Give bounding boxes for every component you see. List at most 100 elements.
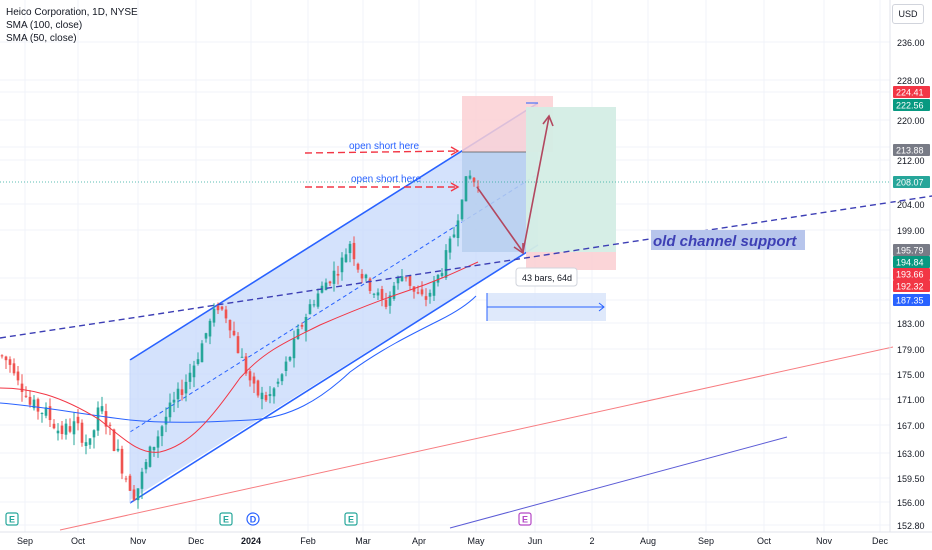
candle-body [32,399,36,409]
projection-arrowhead-up [542,114,554,127]
time-axis-tick: May [467,536,485,546]
earnings-marker: E [9,515,15,525]
candle-body [336,273,340,276]
candle-body [136,488,140,501]
candle-body [116,448,120,451]
candle-body [188,372,192,382]
dividend-marker-bg [246,512,260,526]
candle-body [356,263,360,270]
candle-body [244,356,248,374]
price-label-bg [893,86,930,98]
time-axis-tick: Dec [872,536,889,546]
candle-body [296,329,300,340]
price-axis-tick: 199.00 [897,226,925,236]
time-axis-tick: Oct [757,536,772,546]
candle-body [72,421,76,435]
earnings-marker-bg [518,512,532,526]
price-label: 208.07 [896,178,924,188]
candle-body [44,407,48,416]
time-axis-tick: 2024 [241,536,261,546]
sma50-line [0,261,479,453]
time-axis-tick: Oct [71,536,86,546]
candle-body [400,276,404,282]
legend-sma50[interactable]: SMA (50, close) [6,33,77,44]
candle-body [88,438,92,445]
earnings-marker: E [522,515,528,525]
candle-body [460,199,464,220]
candle-body [428,292,432,297]
candle-body [40,413,44,415]
price-axis-tick: 159.50 [897,474,925,484]
candle-body [272,388,276,397]
candle-body [464,176,468,202]
time-axis-tick: Nov [130,536,147,546]
price-label-bg [893,176,930,188]
candle-body [212,308,216,323]
price-axis-tick: 183.00 [897,319,925,329]
price-axis-tick: 236.00 [897,38,925,48]
candle-body [232,330,236,336]
candle-body [436,274,440,283]
candle-body [284,361,288,371]
candle-body [344,254,348,263]
candle-body [256,380,260,396]
candle-body [92,430,96,438]
candle-body [208,320,212,337]
candle-body [4,356,8,361]
time-axis-tick: Dec [188,536,205,546]
time-axis-tick: Sep [17,536,33,546]
projection-arrowhead-down [513,243,524,255]
price-label-bg [893,144,930,156]
price-label-bg [893,268,930,280]
candle-body [424,296,428,300]
candle-body [248,371,252,381]
candle-body [340,257,344,273]
candle-body [276,381,280,384]
candle-body [100,406,104,412]
legend-sma100[interactable]: SMA (100, close) [6,20,83,31]
candle-body [192,365,196,378]
short-entry-zone [462,152,526,252]
candle-body [112,429,116,451]
candle-body [308,304,312,315]
price-label: 195.79 [896,246,924,256]
candle-body [28,396,32,405]
legend-title: Heico Corporation, 1D, NYSE [6,7,138,18]
price-axis-tick: 167.00 [897,421,925,431]
candle-body [332,270,336,284]
time-axis-tick: Mar [355,536,371,546]
price-axis-tick: 204.00 [897,200,925,210]
candle-body [348,243,352,254]
candle-body [448,238,452,253]
channel-fill [130,103,538,500]
chart-legend: Heico Corporation, 1D, NYSE SMA (100, cl… [6,6,138,45]
candle-body [124,478,128,480]
open-short-arrowhead-1 [450,146,460,156]
candle-body [68,426,72,432]
candle-body [128,475,132,491]
candle-body [472,177,476,183]
candle-body [392,285,396,299]
candle-body [220,306,224,310]
time-axis-tick: Jun [528,536,543,546]
candle-body [416,292,420,294]
earnings-marker: E [348,515,354,525]
price-label: 193.66 [896,270,924,280]
bars-label-text: 43 bars, 64d [522,273,572,283]
candle-body [280,374,284,382]
time-axis-tick: 2 [589,536,594,546]
candle-body [440,273,444,277]
candle-body [304,316,308,332]
long-target-zone [526,107,616,252]
candle-body [52,423,56,429]
candle-body [160,426,164,437]
candle-body [108,424,112,426]
currency-button[interactable]: USD [892,4,924,24]
candle-body [12,363,16,374]
candle-body [288,356,292,361]
old-channel-support-line [0,195,932,339]
price-label: 222.56 [896,101,924,111]
price-axis-tick: 175.00 [897,370,925,380]
candle-body [360,273,364,279]
